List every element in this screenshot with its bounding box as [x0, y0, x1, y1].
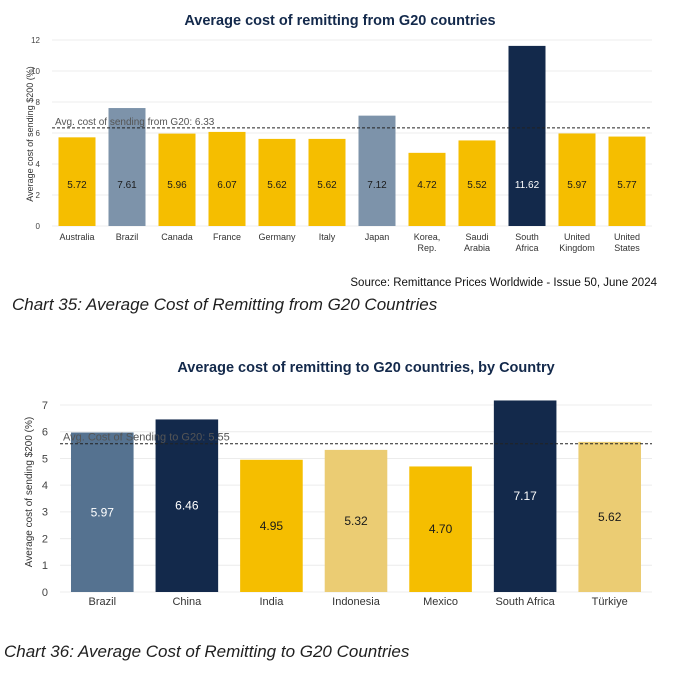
data-label: 7.61 [117, 180, 137, 191]
bars [70, 400, 642, 592]
x-tick-label: China [172, 596, 202, 608]
data-label: 5.62 [267, 180, 287, 191]
y-tick-label: 12 [31, 36, 40, 45]
data-label: 5.96 [167, 180, 187, 191]
x-tick-label: Brazil [89, 596, 117, 608]
x-tick-label: Australia [59, 232, 94, 242]
source-note: Source: Remittance Prices Worldwide - Is… [350, 277, 657, 289]
y-tick-label: 8 [36, 98, 41, 107]
x-tick-label: Saudi [465, 232, 488, 242]
bar [308, 138, 346, 226]
reference-line-group: Avg. Cost of Sending to G20: 5.55 [60, 432, 652, 445]
reference-line-group: Avg. cost of sending from G20: 6.33 [52, 117, 652, 129]
chart-from-g20: Average cost of remitting from G20 count… [25, 13, 652, 253]
bar [155, 419, 219, 592]
bar [409, 466, 472, 592]
data-label: 6.46 [175, 499, 199, 513]
x-tick-labels: Australia Brazil Canada France Germany Italy J… [59, 232, 640, 253]
x-tick-labels: Brazil China India Indonesia Mexico South Afr… [89, 596, 628, 608]
x-tick-label: States [614, 243, 640, 253]
bars [58, 45, 646, 226]
bar [408, 152, 446, 226]
x-tick-label: United [564, 232, 590, 242]
y-tick-label: 6 [42, 427, 48, 439]
x-tick-label: Canada [161, 232, 193, 242]
x-tick-label: India [259, 596, 284, 608]
y-tick-label: 1 [42, 560, 48, 572]
data-label: 5.97 [91, 505, 115, 519]
x-tick-label: South Africa [495, 596, 555, 608]
y-tick-labels: 0 2 4 6 8 10 12 [31, 36, 40, 231]
data-label: 4.70 [429, 522, 453, 536]
x-tick-label: Türkiye [592, 596, 628, 608]
data-label: 5.62 [598, 510, 622, 524]
y-tick-label: 5 [42, 453, 48, 465]
data-label: 7.12 [367, 180, 387, 191]
x-tick-label: Indonesia [332, 596, 381, 608]
data-label: 11.62 [515, 180, 540, 191]
y-tick-label: 0 [36, 222, 41, 231]
bar [158, 133, 196, 226]
x-tick-label: Japan [365, 232, 390, 242]
x-tick-label: France [213, 232, 241, 242]
bar [493, 400, 557, 592]
x-tick-label: United [614, 232, 640, 242]
value-labels: 5.72 7.61 5.96 6.07 5.62 5.62 7.12 4.72 5.52 11.6… [67, 180, 637, 191]
bar [458, 140, 496, 226]
chart-36-caption: Chart 36: Average Cost of Remitting to G… [4, 642, 410, 661]
data-label: 4.95 [260, 519, 284, 533]
chart-35-caption: Chart 35: Average Cost of Remitting from… [12, 295, 438, 314]
data-label: 5.52 [467, 180, 487, 191]
y-axis-label: Average cost of sending $200 (%) [25, 66, 35, 201]
y-tick-label: 10 [31, 67, 40, 76]
bar [208, 131, 246, 226]
data-label: 5.32 [344, 514, 368, 528]
reference-line-label: Avg. cost of sending from G20: 6.33 [55, 117, 215, 128]
y-tick-label: 2 [42, 533, 48, 545]
bar [240, 459, 303, 592]
bar [508, 45, 546, 226]
bar [608, 136, 646, 226]
y-tick-labels: 0 1 2 3 4 5 6 7 [42, 400, 48, 599]
chart-to-g20: Average cost of remitting to G20 countri… [24, 360, 652, 608]
data-label: 4.72 [417, 180, 437, 191]
y-tick-label: 0 [42, 587, 48, 599]
bar [558, 133, 596, 226]
x-tick-label: Germany [258, 232, 296, 242]
x-tick-label: Mexico [423, 596, 458, 608]
bar [258, 138, 296, 226]
bar [58, 137, 96, 226]
x-tick-label: Korea, [414, 232, 441, 242]
x-tick-label: Kingdom [559, 243, 595, 253]
value-labels: 5.97 6.46 4.95 5.32 4.70 7.17 5.62 [91, 489, 622, 536]
bar [70, 432, 134, 592]
data-label: 6.07 [217, 180, 237, 191]
bar [358, 115, 396, 226]
chart-title: Average cost of remitting to G20 countri… [177, 360, 554, 376]
x-tick-label: Arabia [464, 243, 490, 253]
y-tick-label: 4 [36, 160, 41, 169]
x-tick-label: Brazil [116, 232, 139, 242]
x-tick-label: Italy [319, 232, 336, 242]
x-tick-label: Africa [515, 243, 538, 253]
reference-line-label: Avg. Cost of Sending to G20: 5.55 [63, 432, 230, 444]
x-tick-label: Rep. [417, 243, 436, 253]
y-tick-label: 6 [36, 129, 41, 138]
bar [578, 441, 642, 592]
y-tick-label: 3 [42, 507, 48, 519]
bar [324, 449, 388, 592]
y-tick-label: 4 [42, 480, 48, 492]
data-label: 5.77 [617, 180, 637, 191]
y-axis-label: Average cost of sending $200 (%) [24, 417, 35, 567]
gridlines [52, 39, 652, 227]
data-label: 7.17 [513, 489, 537, 503]
y-tick-label: 7 [42, 400, 48, 412]
chart-title: Average cost of remitting from G20 count… [184, 13, 495, 29]
x-tick-label: South [515, 232, 539, 242]
data-label: 5.97 [567, 180, 587, 191]
y-tick-label: 2 [36, 191, 41, 200]
data-label: 5.62 [317, 180, 337, 191]
data-label: 5.72 [67, 180, 87, 191]
